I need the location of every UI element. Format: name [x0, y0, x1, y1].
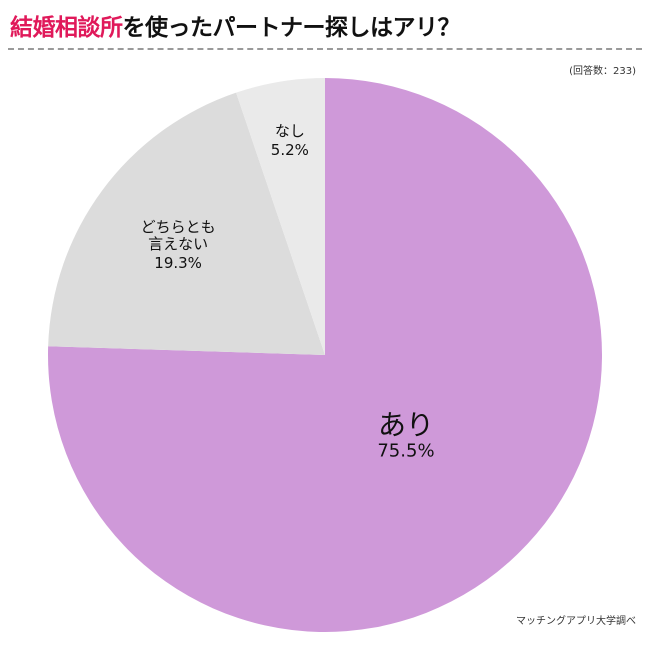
slice-value-label: 19.3%	[154, 254, 202, 272]
chart-title-rest: を使ったパートナー探しはアリ？	[122, 15, 461, 41]
slice-value-label: 5.2%	[271, 141, 309, 159]
slice-value-label: 75.5%	[377, 441, 434, 462]
pie-slice	[236, 78, 325, 355]
slice-category-label: なし	[275, 122, 305, 140]
title-divider	[8, 48, 642, 50]
response-count: (回答数：233)	[569, 66, 636, 77]
chart-title: 結婚相談所を使ったパートナー探しはアリ？	[10, 8, 460, 42]
source-note: マッチングアプリ大学調べ	[516, 616, 636, 627]
slice-category-label: 言えない	[148, 235, 208, 253]
pie-slices	[48, 78, 602, 632]
chart-title-highlight: 結婚相談所	[10, 15, 123, 41]
slice-category-label: どちらとも	[141, 218, 216, 236]
pie-slice	[48, 92, 325, 355]
slice-category-label: あり	[378, 409, 434, 442]
